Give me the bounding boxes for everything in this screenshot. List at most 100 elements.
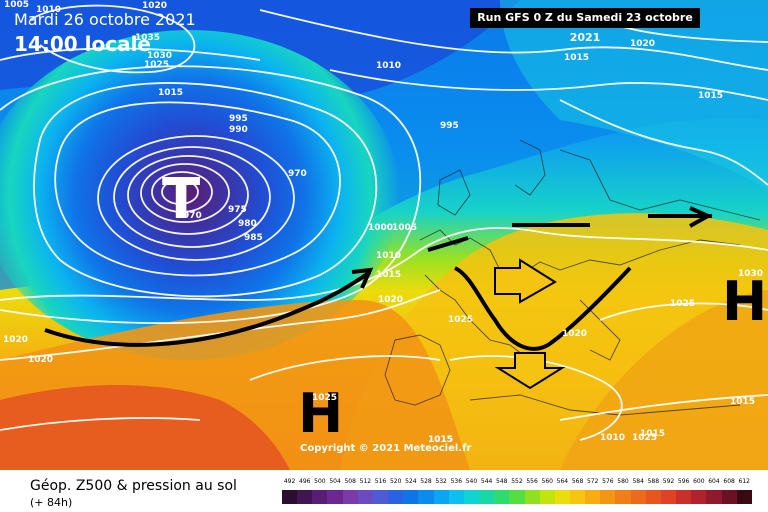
isobar-label: 1010 [600,433,625,443]
northeast-cyan [500,0,768,190]
isobar-label: 1015 [158,88,183,98]
scale-swatch [479,490,495,504]
scale-label: 500 [314,478,326,485]
scale-swatch [342,490,358,504]
forecast-date: Mardi 26 octobre 2021 [14,10,196,29]
isobar-label: 1015 [376,270,401,280]
isobar-label: 1020 [630,39,655,49]
scale-label: 560 [541,478,553,485]
isobar-label: 1020 [378,295,403,305]
scale-swatch [615,490,631,504]
isobar-labels: 1005 1020 1010 1035 1030 1025 1015 1010 … [3,0,763,445]
isobar-label: 1020 [562,329,587,339]
isobar-label: 1030 [738,269,763,279]
scale-label: 544 [480,478,493,485]
scale-label: 504 [329,478,341,485]
model-run-banner: Run GFS 0 Z du Samedi 23 octobre 2021 [470,8,700,44]
scale-label: 520 [389,478,402,485]
scale-swatch [736,490,752,504]
isobar-label: 995 [440,121,459,131]
copyright-text: Copyright © 2021 Meteociel.fr [300,443,472,454]
isobar-label: 1015 [640,429,665,439]
color-scale: 492 496 500 504 508 512 516 520 524 528 532 536 540 5… [282,478,752,508]
isobar-label: 1000 [368,223,393,233]
isobar-label: 1025 [448,315,473,325]
scale-label: 596 [677,478,690,485]
scale-swatch [327,490,343,504]
scale-label: 576 [602,478,614,485]
scale-label: 496 [299,478,311,485]
scale-label: 528 [420,478,432,485]
scale-swatch [448,490,464,504]
scale-label: 536 [450,478,463,485]
scale-label: 612 [738,478,750,485]
isobar-label: 1035 [135,33,160,43]
scale-swatch [372,490,389,504]
isobar-label: 1015 [428,435,453,445]
isobar-label: 1025 [670,299,695,309]
scale-swatch [282,490,298,504]
weather-map: T H H 1005 1020 1010 1035 1030 1025 1015… [0,0,768,470]
isobar-label: 1020 [3,335,28,345]
scale-swatch [630,490,646,504]
scale-label: 572 [586,478,599,485]
scale-swatch [463,490,480,504]
isobar-label: 1020 [28,355,53,365]
isobar-label: 985 [244,233,263,243]
isobar-label: 990 [229,125,248,135]
legend-footer: Géop. Z500 & pression au sol (+ 84h) 492… [0,470,768,512]
isobar-label: 975 [228,205,247,215]
scale-label: 556 [526,478,538,485]
scale-swatch [645,490,661,504]
scale-label: 548 [496,478,508,485]
isobar-label: 980 [238,219,257,229]
isobar-label: 1020 [142,1,167,11]
flow-arrows [44,206,713,351]
isobar-label: 1015 [730,397,755,407]
scale-label: 492 [283,478,296,485]
color-scale-labels: 492 496 500 504 508 512 516 520 524 528 532 536 540 5… [282,478,752,490]
scale-swatch [721,490,737,504]
color-scale-swatches [282,490,752,504]
scale-label: 568 [571,478,584,485]
scale-label: 540 [465,478,478,485]
scale-swatch [554,490,570,504]
scale-swatch [509,490,525,504]
scale-swatch [388,490,404,504]
scale-swatch [600,490,616,504]
isobar-label: 1010 [36,5,61,15]
scale-label: 564 [556,478,569,485]
isobar-label: 1015 [564,53,589,63]
scale-label: 592 [662,478,675,485]
isobar-label: 970 [183,211,202,221]
scale-swatch [524,490,540,504]
high-center-label-east: H [722,270,767,333]
scale-label: 584 [632,478,644,485]
scale-label: 580 [617,478,629,485]
scale-swatch [357,490,373,504]
scale-swatch [676,490,692,504]
isobar-label: 1025 [312,393,337,403]
isobar-label: 1005 [4,0,29,10]
map-title: Géop. Z500 & pression au sol [30,478,237,494]
scale-label: 516 [374,478,387,485]
isobar-label: 1010 [376,61,401,71]
low-center-label: T [162,167,200,232]
scale-swatch [691,490,707,504]
scale-swatch [403,490,419,504]
isobar-label: 1030 [147,51,172,61]
isobar-label: 1025 [144,60,169,70]
hollow-arrows [494,258,566,390]
scale-label: 508 [344,478,356,485]
red-zone [0,385,290,470]
scale-label: 512 [359,478,372,485]
forecast-offset: (+ 84h) [30,496,73,509]
scale-label: 552 [511,478,523,485]
scale-swatch [585,490,601,504]
isobar-label: 995 [229,114,248,124]
isobar-label: 1015 [698,91,723,101]
isobar-label: 970 [288,169,307,179]
isobar-label: 1010 [376,251,401,261]
scale-label: 608 [723,478,735,485]
scale-swatch [297,490,313,504]
